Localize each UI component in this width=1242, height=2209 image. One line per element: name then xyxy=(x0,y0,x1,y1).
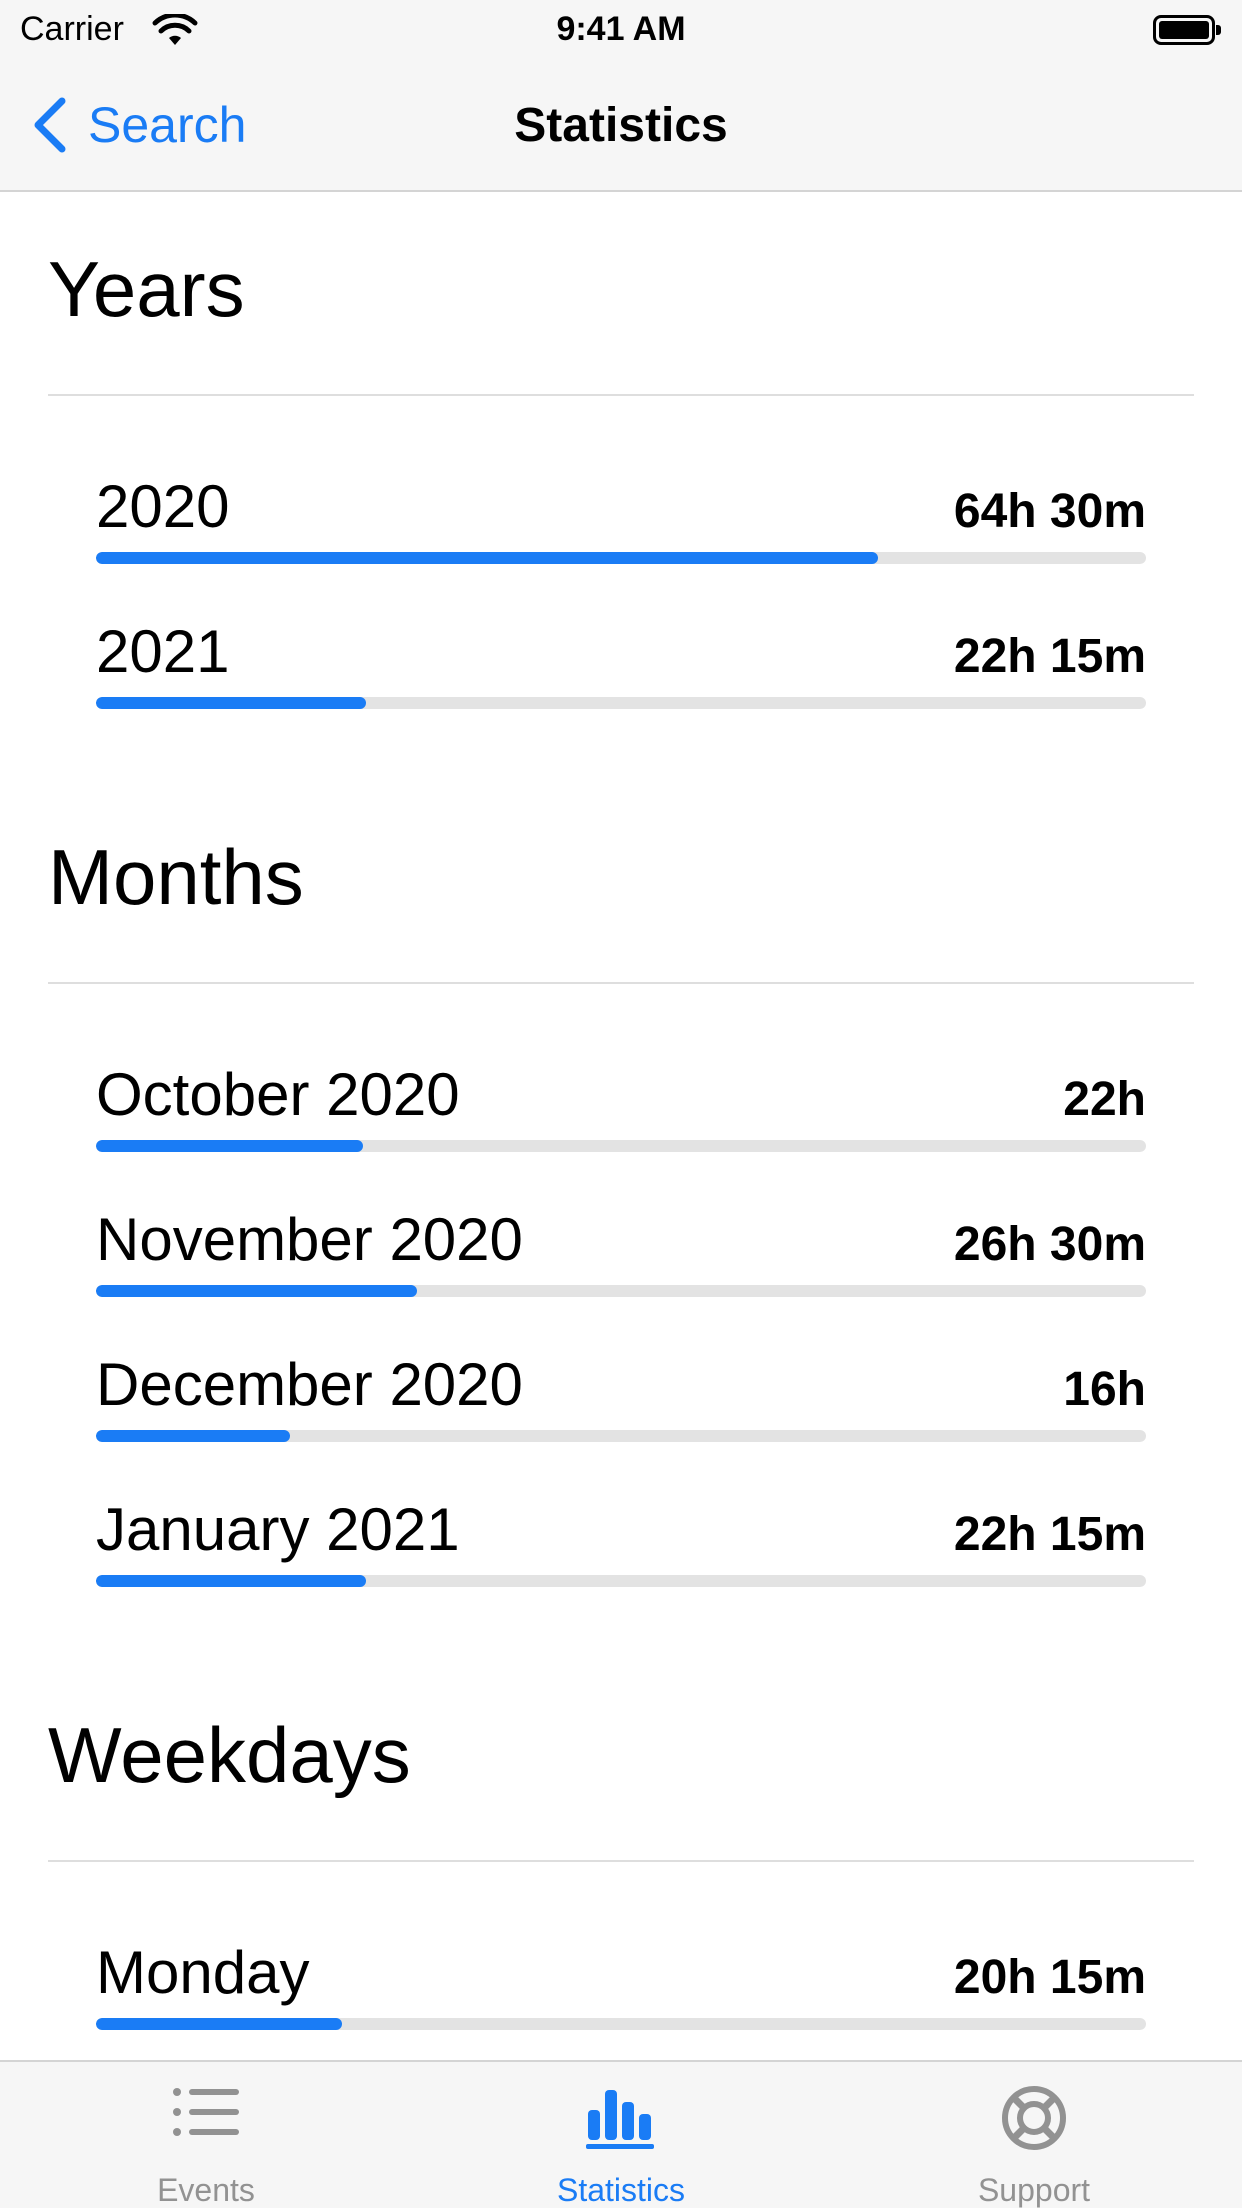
stat-label: January 2021 xyxy=(96,1496,460,1563)
progress-bar xyxy=(96,2018,342,2030)
stat-label: November 2020 xyxy=(96,1206,523,1273)
stat-value: 20h 15m xyxy=(953,1951,1146,2004)
stat-label: October 2020 xyxy=(96,1061,460,1128)
bar-chart-icon xyxy=(586,2090,654,2149)
status-bar: Carrier 9:41 AM xyxy=(0,0,1242,62)
progress-bar xyxy=(96,1575,366,1587)
progress-bar xyxy=(96,1140,363,1152)
stat-value: 64h 30m xyxy=(953,485,1146,538)
progress-bar xyxy=(96,1430,291,1442)
stat-label: Monday xyxy=(96,1939,310,2006)
chevron-left-icon xyxy=(34,97,66,153)
section-divider xyxy=(48,394,1194,396)
back-button-label: Search xyxy=(88,97,247,153)
tab-support-label: Support xyxy=(977,2172,1091,2208)
stat-row-monday: Monday 20h 15m xyxy=(96,1938,1146,2038)
section-title-years: Years xyxy=(48,245,245,333)
carrier-label: Carrier xyxy=(20,10,124,48)
lifebuoy-icon xyxy=(1002,2086,1066,2150)
stat-value: 16h xyxy=(1063,1363,1146,1416)
progress-track xyxy=(96,1285,1146,1297)
progress-track xyxy=(96,1430,1146,1442)
navigation-bar: Search Statistics xyxy=(0,62,1242,192)
tab-statistics[interactable]: Statistics xyxy=(471,2062,771,2208)
progress-track xyxy=(96,2018,1146,2030)
page-title: Statistics xyxy=(514,99,728,152)
status-time: 9:41 AM xyxy=(556,10,686,48)
stat-label: 2021 xyxy=(96,618,230,685)
progress-bar xyxy=(96,697,366,709)
section-divider xyxy=(48,1860,1194,1862)
stat-row-january-2021: January 2021 22h 15m xyxy=(96,1495,1146,1595)
progress-track xyxy=(96,697,1146,709)
progress-track xyxy=(96,552,1146,564)
section-title-weekdays: Weekdays xyxy=(48,1711,411,1799)
stat-value: 26h 30m xyxy=(953,1218,1146,1271)
tab-support[interactable]: Support xyxy=(884,2062,1184,2208)
stat-row-december-2020: December 2020 16h xyxy=(96,1350,1146,1450)
stat-value: 22h 15m xyxy=(953,1508,1146,1561)
progress-track xyxy=(96,1575,1146,1587)
stat-row-2021: 2021 22h 15m xyxy=(96,617,1146,717)
tab-events-label: Events xyxy=(157,2172,255,2208)
stat-label: 2020 xyxy=(96,473,230,540)
stat-row-october-2020: October 2020 22h xyxy=(96,1060,1146,1160)
progress-track xyxy=(96,1140,1146,1152)
tab-bar: Events Statistics Support xyxy=(0,2060,1242,2208)
list-icon xyxy=(173,2088,239,2136)
section-title-months: Months xyxy=(48,833,304,921)
tab-events[interactable]: Events xyxy=(56,2062,356,2208)
back-button[interactable]: Search xyxy=(30,92,246,158)
tab-statistics-label: Statistics xyxy=(556,2172,686,2208)
stat-label: December 2020 xyxy=(96,1351,523,1418)
stat-row-november-2020: November 2020 26h 30m xyxy=(96,1205,1146,1305)
progress-bar xyxy=(96,552,879,564)
stat-value: 22h xyxy=(1063,1073,1146,1126)
stat-row-2020: 2020 64h 30m xyxy=(96,472,1146,572)
progress-bar xyxy=(96,1285,418,1297)
section-divider xyxy=(48,982,1194,984)
stat-value: 22h 15m xyxy=(953,630,1146,683)
wifi-icon xyxy=(152,14,198,45)
battery-icon xyxy=(1153,15,1221,45)
